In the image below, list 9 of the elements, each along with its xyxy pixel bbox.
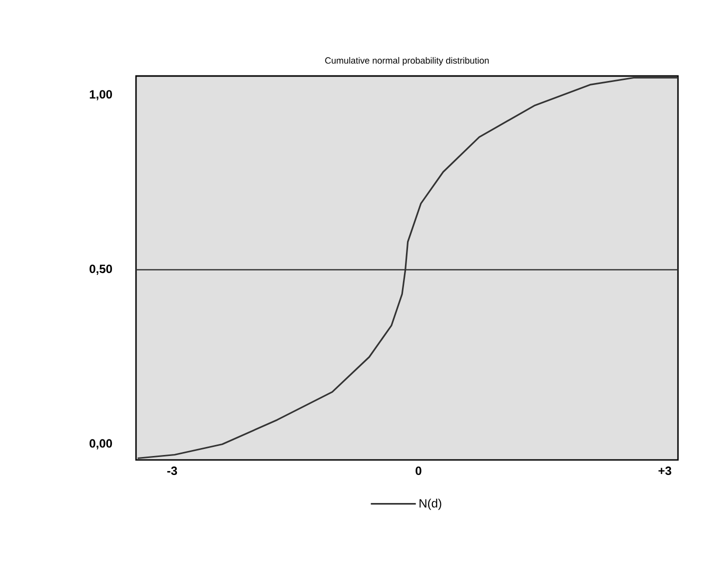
legend-label: N(d) [420,498,442,510]
y-tick-label: 1,00 [90,90,112,100]
y-tick-label: 0,00 [90,439,112,450]
x-tick-label: -3 [167,466,178,476]
line-series [136,76,678,460]
y-tick-label: 0,50 [90,264,112,275]
x-tick-label: 0 [416,466,422,476]
chart-title: Cumulative normal probability distribution [325,57,489,66]
x-tick-label: +3 [658,466,672,476]
